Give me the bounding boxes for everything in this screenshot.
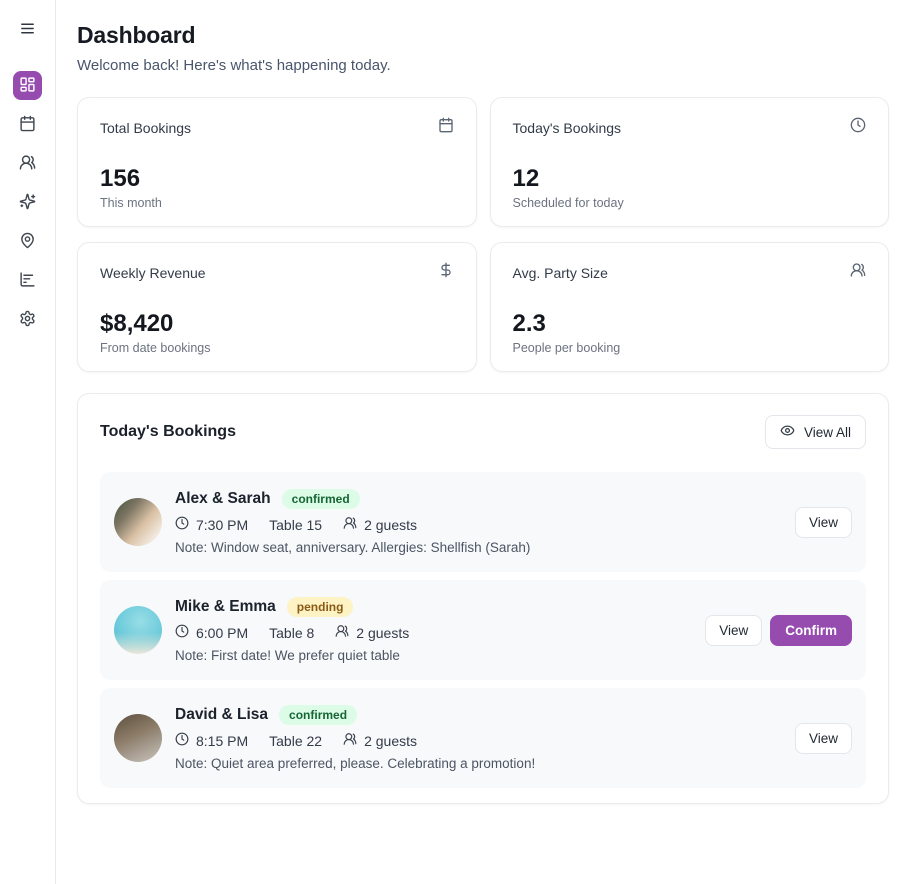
section-title: Today's Bookings [100, 423, 236, 440]
sidebar-item-settings[interactable] [13, 305, 42, 334]
stat-card-todays-bookings: Today's Bookings 12 Scheduled for today [489, 97, 889, 227]
booking-row: David & Lisa confirmed 8:15 PM Table 22 … [100, 688, 866, 788]
booking-note: Note: Quiet area preferred, please. Cele… [175, 756, 536, 771]
sidebar-item-dashboard[interactable] [13, 71, 42, 100]
clock-icon [850, 117, 866, 138]
users-icon [19, 154, 36, 174]
main-content: Dashboard Welcome back! Here's what's ha… [56, 0, 909, 804]
booking-time: 7:30 PM [196, 516, 249, 533]
stat-label: Weekly Revenue [100, 264, 206, 281]
stat-value: $8,420 [100, 310, 174, 337]
stat-sublabel: People per booking [512, 341, 621, 355]
view-all-button[interactable]: View All [764, 415, 866, 449]
avatar [114, 498, 162, 546]
sidebar-item-calendar[interactable] [13, 110, 42, 139]
booking-guests: 2 guests [364, 516, 418, 533]
stat-value: 2.3 [512, 310, 546, 337]
menu-toggle-button[interactable] [14, 16, 42, 44]
status-badge: confirmed [281, 489, 360, 509]
status-badge: confirmed [279, 705, 358, 725]
guest-name: Mike & Emma [175, 598, 276, 615]
users-icon [343, 516, 357, 533]
view-button[interactable]: View [794, 722, 852, 754]
booking-note: Note: Window seat, anniversary. Allergie… [175, 540, 531, 555]
page-title: Dashboard [77, 22, 196, 48]
booking-guests: 2 guests [364, 732, 418, 749]
stats-grid: Total Bookings 156 This month Today's Bo… [77, 97, 889, 372]
eye-icon [780, 423, 795, 441]
gear-icon [19, 310, 36, 330]
dollar-icon [438, 262, 454, 283]
stat-card-avg-party-size: Avg. Party Size 2.3 People per booking [489, 242, 889, 372]
booking-row: Mike & Emma pending 6:00 PM Table 8 2 gu… [100, 580, 866, 680]
view-button[interactable]: View [705, 614, 763, 646]
stat-card-total-bookings: Total Bookings 156 This month [77, 97, 477, 227]
booking-table: Table 15 [269, 516, 323, 533]
hamburger-icon [19, 20, 36, 40]
booking-table: Table 8 [269, 624, 315, 641]
guest-name: Alex & Sarah [175, 490, 271, 507]
sidebar-item-locations[interactable] [13, 227, 42, 256]
sidebar-item-sparkles[interactable] [13, 188, 42, 217]
clock-icon [175, 516, 189, 533]
booking-row: Alex & Sarah confirmed 7:30 PM Table 15 … [100, 472, 866, 572]
avatar [114, 714, 162, 762]
clock-icon [175, 732, 189, 749]
stat-sublabel: Scheduled for today [512, 196, 624, 210]
sidebar [0, 0, 56, 884]
view-button[interactable]: View [794, 506, 852, 538]
view-all-label: View All [803, 424, 851, 440]
bar-chart-icon [19, 271, 36, 291]
todays-bookings-section: Today's Bookings View All Alex & Sarah c… [77, 393, 889, 804]
map-pin-icon [19, 232, 36, 252]
booking-table: Table 22 [269, 732, 323, 749]
confirm-button[interactable]: Confirm [770, 614, 852, 646]
booking-time: 8:15 PM [196, 732, 249, 749]
calendar-icon [438, 117, 454, 138]
stat-sublabel: From date bookings [100, 341, 211, 355]
stat-value: 12 [512, 165, 540, 192]
booking-time: 6:00 PM [196, 624, 249, 641]
stat-label: Avg. Party Size [512, 264, 608, 281]
avatar [114, 606, 162, 654]
users-icon [343, 732, 357, 749]
clock-icon [175, 624, 189, 641]
users-icon [335, 624, 349, 641]
sidebar-nav [13, 71, 42, 334]
stat-sublabel: This month [100, 196, 162, 210]
sparkles-icon [19, 193, 36, 213]
dashboard-icon [19, 76, 36, 96]
sidebar-item-reports[interactable] [13, 266, 42, 295]
booking-note: Note: First date! We prefer quiet table [175, 648, 400, 663]
stat-value: 156 [100, 165, 141, 192]
booking-rows: Alex & Sarah confirmed 7:30 PM Table 15 … [100, 472, 866, 788]
guest-name: David & Lisa [175, 706, 269, 723]
status-badge: pending [286, 597, 354, 617]
users-icon [850, 262, 866, 283]
stat-label: Today's Bookings [512, 119, 622, 136]
stat-label: Total Bookings [100, 119, 192, 136]
page-subtitle: Welcome back! Here's what's happening to… [77, 57, 391, 74]
booking-guests: 2 guests [356, 624, 410, 641]
calendar-icon [19, 115, 36, 135]
sidebar-item-guests[interactable] [13, 149, 42, 178]
stat-card-weekly-revenue: Weekly Revenue $8,420 From date bookings [77, 242, 477, 372]
